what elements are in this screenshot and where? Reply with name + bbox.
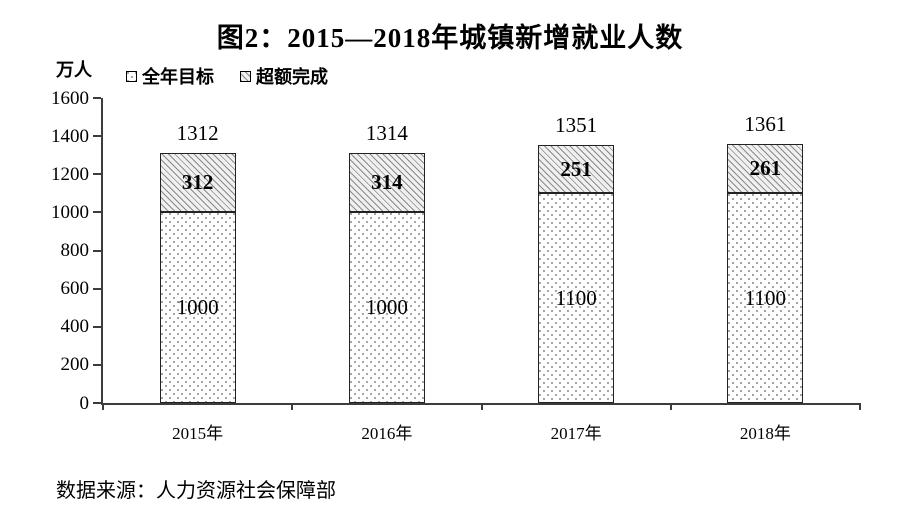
- y-axis-tick-label: 0: [79, 392, 90, 414]
- y-axis-tick: [93, 97, 101, 99]
- source-note: 数据来源：人力资源社会保障部: [56, 480, 336, 502]
- x-category-label: 2016年: [361, 424, 413, 443]
- y-axis-tick-label: 600: [60, 278, 90, 300]
- bar-segment-excess: [348, 152, 425, 213]
- y-axis-tick-label: 800: [60, 240, 90, 261]
- bar-total-label: 1351: [555, 113, 598, 138]
- x-axis-tick: [859, 403, 861, 410]
- plot-area: 0 200 400 600 800 1000 1200 1400 1600 1000 312 1312…: [51, 89, 861, 443]
- x-axis-tick: [480, 403, 483, 410]
- legend: 全年目标 超额完成: [126, 63, 328, 89]
- bar-segment-excess: [727, 143, 804, 194]
- x-category-label: 2017年: [550, 424, 602, 443]
- legend-label-annual-target: 全年目标: [142, 67, 214, 87]
- x-category-label: 2018年: [739, 424, 791, 443]
- y-axis-tick: [93, 249, 101, 252]
- bar-segment-excess: [538, 145, 615, 194]
- bar-segment-value-label: 312: [181, 170, 214, 195]
- bar-total-label: 1312: [176, 120, 219, 145]
- y-axis-tick: [93, 402, 101, 404]
- bar-segment-value-label: 314: [371, 169, 403, 194]
- bar-segment-annual-target: [348, 212, 425, 403]
- x-axis-tick: [669, 403, 672, 410]
- y-axis-tick-label: 1200: [51, 163, 89, 185]
- legend-item-excess: 超额完成: [240, 63, 328, 89]
- x-axis-tick: [102, 403, 104, 410]
- y-axis-tick: [93, 287, 101, 290]
- bar-segment-annual-target: [538, 193, 615, 403]
- bar-segment-value-label: 261: [749, 155, 782, 180]
- bar-segment-value-label: 251: [560, 156, 592, 181]
- y-axis-tick-label: 1000: [51, 201, 89, 223]
- y-axis-tick: [93, 135, 101, 138]
- chart-title: 图2：2015—2018年城镇新增就业人数: [216, 23, 684, 53]
- x-category-label: 2015年: [172, 424, 224, 443]
- y-axis-tick: [93, 173, 101, 176]
- bar-segment-annual-target: [159, 212, 236, 403]
- x-axis-tick: [291, 403, 294, 410]
- y-axis-tick-label: 1600: [51, 87, 89, 109]
- legend-label-excess: 超额完成: [256, 67, 328, 87]
- bar-segment-value-label: 1000: [176, 295, 219, 320]
- bar-segment-value-label: 1000: [365, 295, 408, 320]
- bar-total-label: 1314: [365, 120, 408, 145]
- legend-item-annual-target: 全年目标: [126, 63, 214, 89]
- y-axis-tick: [93, 211, 101, 214]
- bar-segment-value-label: 1100: [744, 285, 786, 310]
- bar-total-label: 1361: [744, 111, 787, 136]
- bar-segment-annual-target: [727, 193, 804, 403]
- legend-swatch-dots-icon: [126, 70, 137, 82]
- y-axis-tick: [93, 325, 101, 328]
- y-axis-tick-label: 200: [60, 354, 90, 376]
- y-axis-tick-label: 1400: [51, 125, 89, 147]
- y-axis-tick: [93, 363, 101, 366]
- y-axis-unit-label: 万人: [56, 60, 92, 80]
- y-axis-tick-label: 400: [60, 316, 90, 338]
- legend-swatch-hatch-icon: [240, 70, 251, 82]
- bar-segment-value-label: 1100: [555, 285, 597, 310]
- bar-segment-excess: [159, 152, 236, 213]
